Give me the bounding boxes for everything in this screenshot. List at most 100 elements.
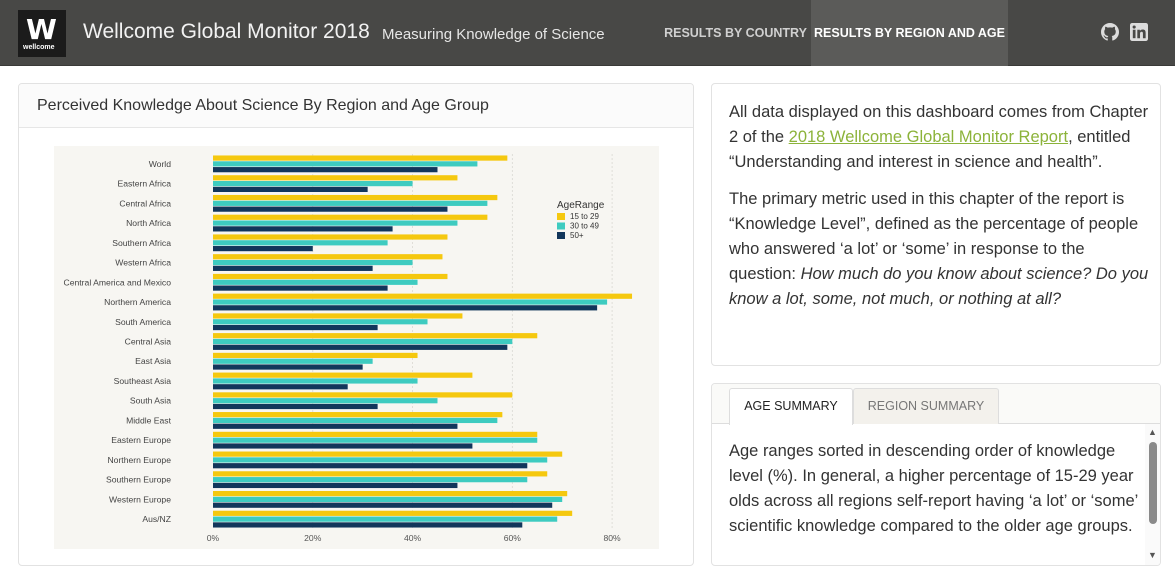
chart-bar[interactable]	[213, 451, 563, 457]
chart-bar[interactable]	[213, 175, 458, 181]
chart-bar[interactable]	[213, 403, 378, 410]
chart-bar[interactable]	[213, 265, 373, 271]
wellcome-logo[interactable]: W wellcome	[18, 10, 66, 57]
category-label: Aus/NZ	[142, 514, 171, 524]
info-text: All data displayed on this dashboard com…	[729, 100, 1149, 324]
tab-region-summary[interactable]: REGION SUMMARY	[853, 388, 999, 424]
chart-bar[interactable]	[213, 502, 553, 508]
chart-bar[interactable]	[213, 437, 538, 443]
chart-bar[interactable]	[213, 220, 458, 226]
category-label: Eastern Africa	[118, 179, 172, 189]
chart-bar[interactable]	[213, 333, 538, 339]
category-label: Middle East	[126, 415, 172, 425]
report-link[interactable]: 2018 Wellcome Global Monitor Report	[788, 128, 1069, 146]
chart-bar[interactable]	[213, 516, 558, 522]
chart-bar[interactable]	[213, 510, 573, 516]
chart-bar[interactable]	[213, 279, 418, 285]
chart-bar[interactable]	[213, 305, 598, 311]
age-summary-text: Age ranges sorted in descending order of…	[729, 442, 1138, 535]
chart-bar[interactable]	[213, 352, 418, 359]
chart-bar[interactable]	[213, 254, 443, 260]
chart-bar[interactable]	[213, 161, 478, 167]
chart-bar[interactable]	[213, 378, 418, 384]
scroll-down-arrow-icon[interactable]: ▼	[1148, 550, 1157, 560]
legend-label: 30 to 49	[570, 222, 599, 231]
chart-bar[interactable]	[213, 246, 313, 252]
nav-results-by-country[interactable]: RESULTS BY COUNTRY	[664, 26, 807, 40]
app-subtitle: Measuring Knowledge of Science	[382, 26, 605, 43]
chart-bar[interactable]	[213, 313, 463, 319]
chart-bar[interactable]	[213, 338, 513, 345]
scroll-up-arrow-icon[interactable]: ▲	[1148, 427, 1157, 437]
chart-panel-title: Perceived Knowledge About Science By Reg…	[37, 97, 489, 114]
x-tick-label: 20%	[304, 533, 322, 543]
chart-bar[interactable]	[213, 463, 528, 469]
logo-letter: W	[26, 13, 57, 46]
chart-bar[interactable]	[213, 240, 388, 246]
chart-bar[interactable]	[213, 206, 448, 212]
chart-bar[interactable]	[213, 324, 378, 331]
chart-bar[interactable]	[213, 490, 568, 497]
chart-bar[interactable]	[213, 273, 448, 280]
chart-bar[interactable]	[213, 482, 458, 489]
chart-bar[interactable]	[213, 392, 513, 398]
legend-swatch	[557, 222, 565, 230]
chart-bar[interactable]	[213, 285, 388, 291]
chart-bar[interactable]	[213, 364, 363, 370]
chart-bar[interactable]	[213, 398, 438, 404]
info-paragraph-source: All data displayed on this dashboard com…	[729, 100, 1149, 175]
chart-bar[interactable]	[213, 412, 503, 418]
category-label: Northern Europe	[107, 455, 171, 465]
category-label: North Africa	[126, 218, 171, 228]
chart-panel: Perceived Knowledge About Science By Reg…	[18, 83, 694, 566]
legend-label: 50+	[570, 231, 584, 240]
chart-bar[interactable]	[213, 293, 633, 299]
chart-bar[interactable]	[213, 200, 488, 206]
nav-results-by-region-and-age[interactable]: RESULTS BY REGION AND AGE	[811, 0, 1008, 66]
category-label: Northern America	[104, 297, 171, 307]
chart-bar[interactable]	[213, 344, 508, 350]
chart-panel-header: Perceived Knowledge About Science By Reg…	[19, 84, 693, 128]
chart-bar[interactable]	[213, 194, 498, 201]
chart-bar[interactable]	[213, 319, 428, 325]
summary-tab-bar: AGE SUMMARY REGION SUMMARY	[712, 384, 1160, 425]
chart-bar[interactable]	[213, 358, 373, 364]
github-icon[interactable]	[1101, 23, 1119, 41]
legend-title: AgeRange	[557, 200, 605, 211]
chart-bar[interactable]	[213, 423, 458, 429]
info-p1-after: , entitled “Understanding and interest i…	[729, 128, 1131, 171]
chart-bar[interactable]	[213, 167, 438, 173]
tab-age-summary[interactable]: AGE SUMMARY	[729, 388, 853, 425]
chart-bar[interactable]	[213, 471, 548, 477]
chart-bar[interactable]	[213, 522, 523, 528]
x-tick-label: 0%	[207, 533, 220, 543]
chart-bar[interactable]	[213, 155, 508, 161]
logo-subtext: wellcome	[23, 44, 55, 51]
summary-scrollbar[interactable]: ▲ ▼	[1145, 424, 1160, 565]
chart-bar[interactable]	[213, 457, 548, 463]
category-label: Southern Africa	[112, 238, 171, 248]
info-p2-before: The primary metric used in this chapter …	[729, 190, 1139, 283]
chart-bar[interactable]	[213, 181, 413, 187]
chart-bar[interactable]	[213, 299, 608, 305]
chart-bar[interactable]	[213, 214, 488, 220]
linkedin-icon[interactable]	[1130, 23, 1148, 41]
chart-bar[interactable]	[213, 417, 498, 424]
chart-bar[interactable]	[213, 234, 448, 240]
chart-bar[interactable]	[213, 186, 368, 193]
region-age-bar-chart[interactable]: World Eastern Africa Central Africa North A…	[54, 146, 659, 549]
chart-bar[interactable]	[213, 226, 393, 232]
chart-bar[interactable]	[213, 372, 473, 378]
chart-bar[interactable]	[213, 259, 413, 266]
x-tick-label: 40%	[404, 533, 422, 543]
app-title[interactable]: Wellcome Global Monitor 2018	[83, 20, 370, 43]
navbar: W wellcome Wellcome Global Monitor 2018 …	[0, 0, 1175, 66]
chart-bar[interactable]	[213, 443, 473, 449]
chart-bar[interactable]	[213, 431, 538, 437]
legend-swatch	[557, 232, 565, 239]
category-label: East Asia	[135, 356, 171, 366]
chart-bar[interactable]	[213, 496, 563, 502]
scrollbar-thumb[interactable]	[1149, 442, 1157, 524]
chart-bar[interactable]	[213, 384, 348, 390]
chart-bar[interactable]	[213, 477, 528, 483]
